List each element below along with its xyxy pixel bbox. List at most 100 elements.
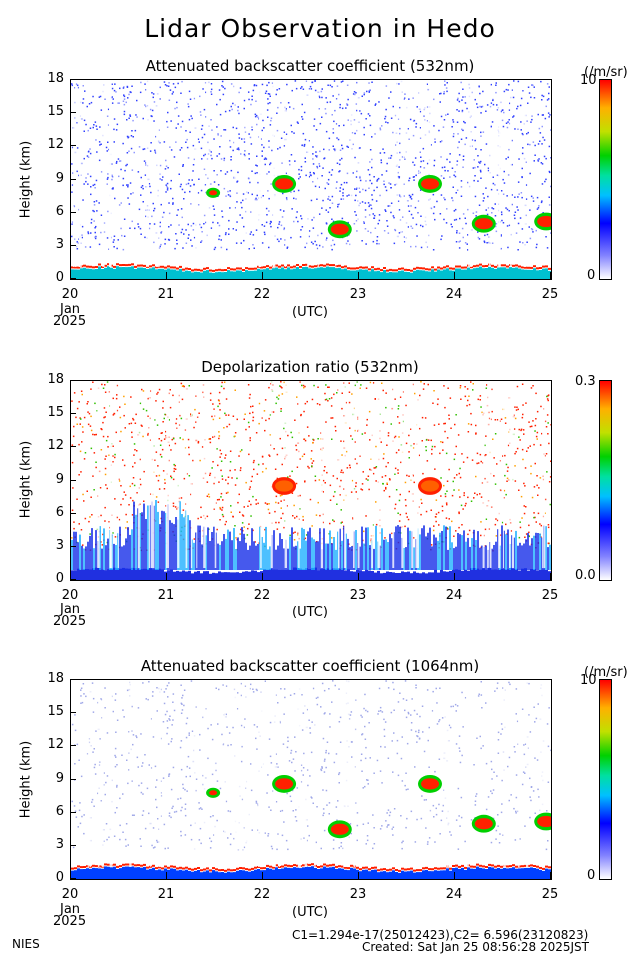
cloud-feature (206, 187, 221, 198)
y-tick-mark (70, 545, 76, 547)
x-axis-label: (UTC) (292, 905, 328, 920)
x-tick-label: 25 (541, 588, 559, 603)
x-tick-label: 21 (157, 887, 175, 902)
x-month-label: Jan (60, 602, 81, 617)
y-tick-mark (70, 145, 76, 147)
y-axis-label: Height (km) (18, 440, 34, 519)
x-tick-label: 21 (157, 287, 175, 302)
y-tick-label: 0 (55, 571, 64, 586)
y-tick-label: 18 (47, 671, 64, 686)
heatmap-canvas (71, 680, 551, 879)
x-tick-mark (550, 573, 551, 580)
y-tick-label: 3 (55, 836, 64, 852)
y-tick-mark (70, 778, 76, 780)
y-axis-label: Height (km) (18, 740, 34, 819)
y-tick-mark (70, 178, 76, 180)
x-tick-label: 25 (541, 887, 559, 902)
stripe-layer (97, 381, 546, 568)
x-tick-mark (166, 872, 167, 879)
x-tick-label: 25 (541, 287, 559, 302)
y-tick-mark (70, 244, 76, 246)
panel-title: Depolarization ratio (532nm) (201, 358, 419, 376)
y-tick-mark (70, 112, 76, 114)
y-tick-mark (70, 579, 76, 580)
cloud-feature (418, 174, 442, 193)
page-title: Lidar Observation in Hedo (144, 14, 496, 43)
y-tick-mark (70, 811, 76, 813)
x-tick-label: 20 (61, 588, 79, 603)
y-tick-label: 3 (55, 236, 64, 252)
x-tick-mark (166, 272, 167, 279)
cloud-feature (534, 812, 551, 831)
x-tick-mark (70, 272, 71, 279)
colorbar-min-label: 0 (587, 868, 596, 883)
x-tick-label: 22 (253, 887, 271, 902)
cloud-feature (272, 774, 297, 793)
x-month-label: Jan (60, 902, 81, 917)
cloud-feature (471, 214, 496, 233)
y-tick-label: 12 (47, 137, 64, 153)
y-tick-label: 15 (47, 405, 64, 421)
colorbar-max-label: 10 (580, 73, 597, 88)
x-tick-mark (166, 573, 167, 580)
noise-layer (71, 80, 551, 251)
y-tick-mark (70, 745, 76, 747)
colorbar-unit: (/m/sr) (584, 65, 628, 80)
x-tick-mark (454, 272, 455, 279)
x-axis-label: (UTC) (292, 605, 328, 620)
y-tick-label: 15 (47, 104, 64, 120)
y-tick-mark (70, 878, 76, 879)
cloud-feature (327, 820, 352, 839)
x-tick-label: 20 (61, 287, 79, 302)
stripe-layer (72, 80, 526, 267)
y-tick-label: 12 (47, 737, 64, 753)
x-tick-label: 24 (445, 287, 463, 302)
heatmap-canvas (71, 381, 551, 580)
calibration-label: C1=1.294e-17(25012423),C2= 6.596(2312082… (292, 928, 589, 942)
y-tick-mark (70, 211, 76, 213)
y-tick-label: 18 (47, 372, 64, 387)
boundary-layer (71, 863, 551, 879)
plot-area (70, 380, 552, 581)
y-tick-label: 0 (55, 270, 64, 285)
plot-area (70, 79, 552, 280)
x-tick-label: 23 (349, 588, 367, 603)
y-tick-mark (70, 413, 76, 415)
colorbar-unit: (/m/sr) (584, 665, 628, 680)
x-tick-mark (70, 872, 71, 879)
cloud-feature (471, 814, 496, 833)
y-tick-mark (70, 79, 76, 80)
y-tick-mark (70, 844, 76, 846)
x-month-label: Jan (60, 302, 81, 317)
y-tick-mark (70, 679, 76, 680)
cloud-feature (272, 174, 297, 193)
colorbar-max-label: 10 (580, 673, 597, 688)
created-timestamp: Created: Sat Jan 25 08:56:28 2025JST (362, 940, 589, 954)
cloud-feature (206, 787, 221, 798)
x-tick-mark (550, 272, 551, 279)
x-tick-label: 20 (61, 887, 79, 902)
y-tick-label: 0 (55, 870, 64, 885)
cloud-feature (534, 212, 551, 231)
colorbar (599, 79, 612, 280)
x-tick-label: 22 (253, 287, 271, 302)
y-tick-mark (70, 446, 76, 448)
x-tick-label: 23 (349, 287, 367, 302)
y-tick-mark (70, 380, 76, 381)
cloud-feature (418, 774, 442, 793)
colorbar (599, 679, 612, 880)
panel-title: Attenuated backscatter coefficient (1064… (140, 657, 480, 675)
colorbar-max-label: 0.3 (575, 374, 596, 389)
y-axis-label: Height (km) (18, 140, 34, 219)
y-tick-mark (70, 512, 76, 514)
y-tick-mark (70, 712, 76, 714)
cloud-feature (418, 477, 442, 495)
x-year-label: 2025 (53, 914, 87, 929)
colorbar-min-label: 0.0 (575, 568, 596, 583)
boundary-layer (71, 500, 551, 580)
y-tick-label: 9 (55, 471, 64, 487)
x-tick-mark (454, 573, 455, 580)
colorbar (599, 380, 612, 581)
x-tick-label: 23 (349, 887, 367, 902)
colorbar-min-label: 0 (587, 268, 596, 283)
